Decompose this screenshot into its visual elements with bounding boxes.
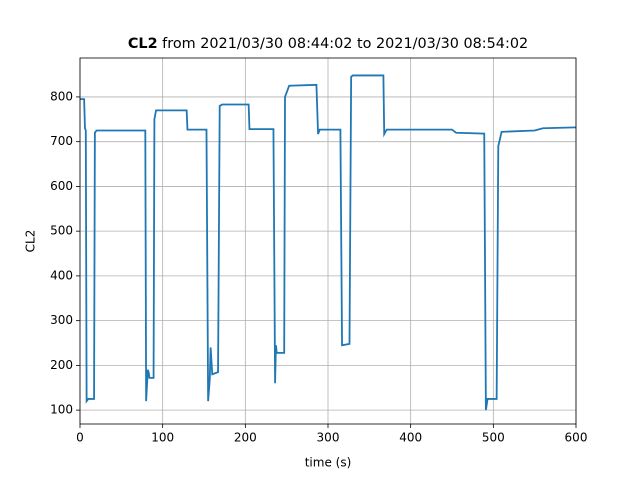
title-text: from 2021/03/30 08:44:02 to 2021/03/30 0… bbox=[162, 36, 528, 52]
y-tick-label: 800 bbox=[50, 89, 73, 103]
chart-title: CL2 from 2021/03/30 08:44:02 to 2021/03/… bbox=[128, 36, 528, 52]
y-tick-label: 600 bbox=[50, 179, 73, 193]
y-tick-label: 100 bbox=[50, 403, 73, 417]
plot-frame bbox=[79, 57, 577, 425]
data-line bbox=[80, 74, 577, 411]
x-tick-label: 400 bbox=[399, 431, 422, 445]
x-tick-label: 0 bbox=[76, 431, 84, 445]
x-tick-label: 600 bbox=[565, 431, 588, 445]
x-tick-label: 300 bbox=[317, 431, 340, 445]
x-axis-label: time (s) bbox=[305, 456, 352, 470]
x-tick-label: 100 bbox=[151, 431, 174, 445]
y-tick-label: 700 bbox=[50, 134, 73, 148]
y-tick-label: 300 bbox=[50, 313, 73, 327]
y-axis-label: CL2 bbox=[24, 230, 38, 253]
x-tick-label: 500 bbox=[482, 431, 505, 445]
y-tick-label: 400 bbox=[50, 268, 73, 282]
y-tick-label: 200 bbox=[50, 358, 73, 372]
x-tick-label: 200 bbox=[234, 431, 257, 445]
y-tick-label: 500 bbox=[50, 224, 73, 238]
title-bold: CL2 bbox=[128, 36, 158, 52]
